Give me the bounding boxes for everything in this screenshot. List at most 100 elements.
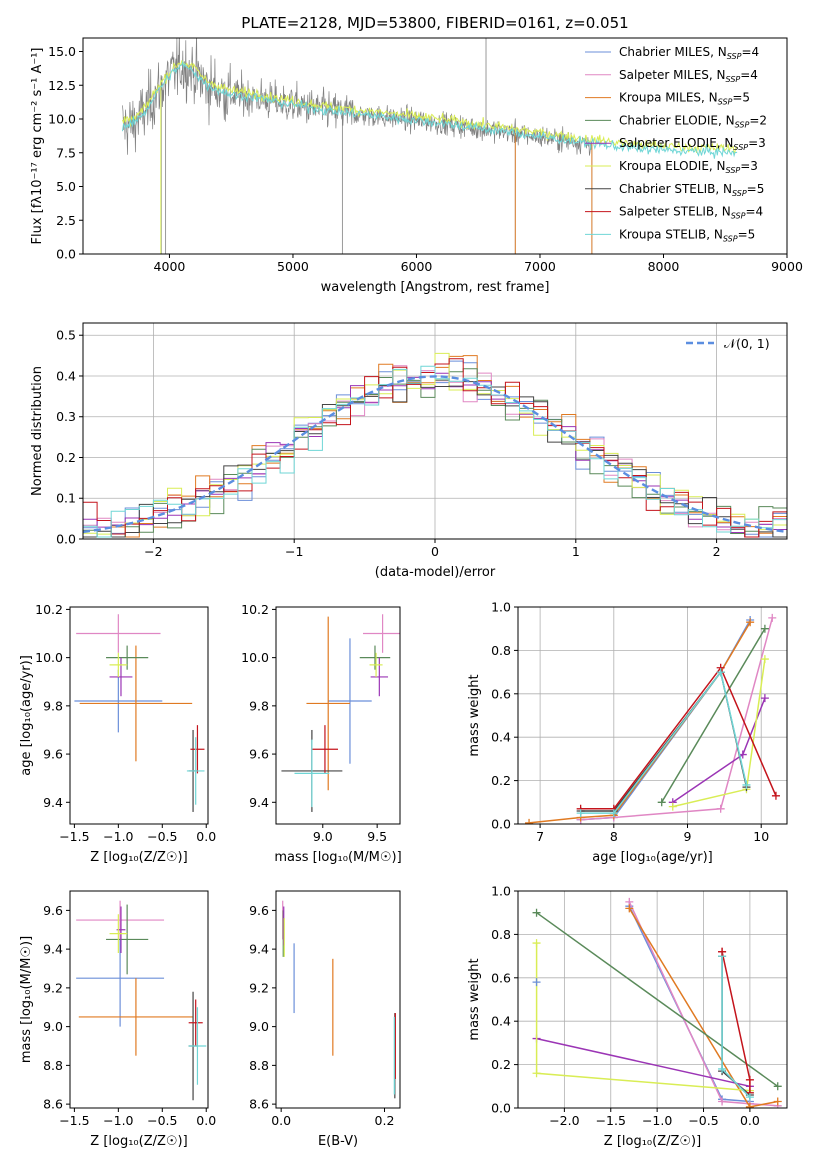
mass-weight-marker <box>745 1093 754 1102</box>
mass-weight-line <box>536 912 779 1087</box>
figure-title: PLATE=2128, MJD=53800, FIBERID=0161, z=0… <box>241 14 628 32</box>
plot-area <box>532 897 782 1108</box>
y-tick-label: 0.2 <box>491 773 511 788</box>
x-tick-label: 6000 <box>401 259 433 274</box>
mass-weight-marker <box>742 780 751 789</box>
y-tick-label: 0.0 <box>56 247 76 262</box>
x-tick-label: −1.5 <box>596 1113 626 1128</box>
mass-weight-marker <box>532 939 541 948</box>
x-tick-label: 2 <box>713 544 721 559</box>
legend-label: Chabrier ELODIE, NSSP=2 <box>619 113 767 129</box>
y-tick-label: 10.0 <box>48 112 76 127</box>
mass-weight-marker <box>771 791 780 800</box>
x-tick-label: 0.0 <box>740 1113 760 1128</box>
x-tick-label: −0.5 <box>147 829 177 844</box>
y-tick-label: 12.5 <box>48 78 76 93</box>
legend-label: 𝒩(0, 1) <box>724 336 770 351</box>
model-spectrum-line <box>122 59 738 159</box>
x-tick-label: 0.0 <box>196 1113 216 1128</box>
mass-weight-line <box>580 666 777 810</box>
x-tick-label: 0 <box>431 544 439 559</box>
x-axis-label: E(B-V) <box>318 1134 358 1149</box>
y-tick-label: 0.3 <box>56 409 76 424</box>
x-tick-label: 1 <box>572 544 580 559</box>
y-tick-label: 8.8 <box>43 1058 63 1073</box>
y-tick-label: 9.2 <box>43 980 63 995</box>
mass-weight-vs-age-panel: 7 8 9 10 0.0 0.2 0.4 0.6 0.8 1.0 age [log₁₀(age/yr… <box>467 600 788 865</box>
x-axis-label: Z [log₁₀(Z/Z☉)] <box>90 1134 187 1149</box>
mass-weight-marker <box>625 904 634 913</box>
mass-weight-marker <box>773 1097 782 1106</box>
y-tick-label: 0.1 <box>56 491 76 506</box>
y-tick-label: 1.0 <box>491 884 511 899</box>
y-tick-label: 0.4 <box>491 730 511 745</box>
y-tick-label: 9.6 <box>249 747 269 762</box>
y-axis-label: mass weight <box>467 674 482 756</box>
mass-weight-line <box>661 628 766 803</box>
legend-label: Salpeter MILES, NSSP=4 <box>619 68 758 84</box>
mass-weight-marker <box>760 694 769 703</box>
y-tick-label: 7.5 <box>56 145 76 160</box>
y-tick-label: 0.4 <box>56 368 76 383</box>
y-tick-label: 0.2 <box>491 1057 511 1072</box>
mass-weight-marker <box>668 802 677 811</box>
y-tick-label: 0.0 <box>491 1101 511 1116</box>
y-tick-label: 9.4 <box>43 795 63 810</box>
x-tick-label: 0.2 <box>375 1113 395 1128</box>
y-tick-label: 9.6 <box>43 747 63 762</box>
x-tick-label: −2 <box>144 544 162 559</box>
y-tick-label: 0.8 <box>491 643 511 658</box>
y-axis-label: age [log₁₀(age/yr)] <box>19 655 34 776</box>
x-tick-label: 0.0 <box>271 1113 291 1128</box>
x-tick-label: −1.5 <box>59 829 89 844</box>
mass-weight-marker <box>532 1069 541 1078</box>
plot-area <box>525 613 780 824</box>
legend-label: Kroupa ELODIE, NSSP=3 <box>619 159 758 175</box>
y-axis-label: mass weight <box>467 958 482 1040</box>
spectrum-panel: Chabrier MILES, NSSP=4 Salpeter MILES, NS… <box>30 37 803 295</box>
mass-weight-marker <box>525 818 534 824</box>
plot-area <box>281 614 400 812</box>
x-tick-label: 4000 <box>154 259 186 274</box>
y-tick-label: 2.5 <box>56 213 76 228</box>
plot-area <box>122 38 738 254</box>
x-tick-label: 9000 <box>771 259 803 274</box>
mass-weight-marker <box>532 978 541 987</box>
x-tick-label: −1.0 <box>642 1113 672 1128</box>
y-tick-label: 8.8 <box>249 1058 269 1073</box>
mass-weight-marker <box>718 1064 727 1073</box>
mass-weight-marker <box>718 947 727 956</box>
axes-frame <box>517 890 788 1109</box>
x-tick-label: 7 <box>536 829 544 844</box>
mass-weight-marker <box>746 618 755 627</box>
mass-weight-marker <box>760 624 769 633</box>
y-tick-label: 10.0 <box>35 650 63 665</box>
age-vs-mass-panel: 9.0 9.5 9.4 9.6 9.8 10.0 10.2 mass [log₁₀(M/M☉)… <box>241 602 402 865</box>
x-tick-label: 8000 <box>648 259 680 274</box>
x-axis-label: mass [log₁₀(M/M☉)] <box>274 850 401 865</box>
y-tick-label: 8.6 <box>249 1097 269 1112</box>
y-tick-label: 9.4 <box>249 795 269 810</box>
mass-weight-line <box>580 670 748 814</box>
mass-weight-marker <box>657 798 666 807</box>
axes-frame <box>69 890 209 1109</box>
mass-weight-line <box>580 617 774 821</box>
y-tick-label: 9.0 <box>249 1019 269 1034</box>
x-tick-label: 9 <box>684 829 692 844</box>
mass-weight-marker <box>576 809 585 818</box>
y-tick-label: 8.6 <box>43 1097 63 1112</box>
y-tick-label: 9.4 <box>43 942 63 957</box>
mass-weight-marker <box>745 1102 754 1108</box>
normal-curve-line <box>83 375 787 534</box>
y-axis-label: Flux [fλ10⁻¹⁷ erg cm⁻² s⁻¹ A⁻¹] <box>30 48 45 245</box>
y-tick-label: 9.8 <box>43 698 63 713</box>
plot-area <box>76 900 207 1101</box>
y-tick-label: 0.6 <box>491 970 511 985</box>
axes-frame <box>275 890 401 1109</box>
y-tick-label: 0.0 <box>56 532 76 547</box>
axes-frame <box>82 37 788 255</box>
legend-label: Salpeter ELODIE, NSSP=3 <box>619 136 766 152</box>
x-tick-label: 5000 <box>277 259 309 274</box>
mass-weight-marker <box>718 1097 727 1106</box>
